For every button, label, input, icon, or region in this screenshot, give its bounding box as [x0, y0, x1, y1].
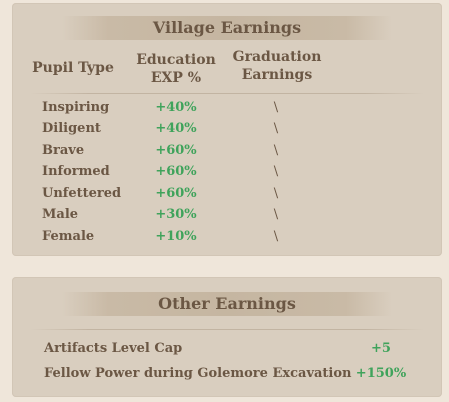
graduation-earnings-cell: \ [273, 143, 279, 158]
education-exp-cell: +40% [155, 121, 197, 136]
pupil-row-female: Female +10% \ [12, 226, 442, 247]
village-header-divider [30, 93, 424, 94]
education-exp-header-line2: EXP % [150, 70, 202, 86]
graduation-earnings-cell: \ [273, 186, 279, 201]
pupil-row-diligent: Diligent +40% \ [12, 118, 442, 139]
pupil-row-unfettered: Unfettered +60% \ [12, 183, 442, 204]
education-exp-cell: +60% [155, 186, 197, 201]
graduation-earnings-cell: \ [273, 164, 279, 179]
other-earning-label: Fellow Power during Golemore Excavation [44, 366, 352, 381]
education-exp-header-line1: Education [136, 52, 216, 68]
other-earning-value: +5 [371, 341, 391, 356]
education-exp-cell: +30% [155, 207, 197, 222]
pupil-type-cell: Inspiring [42, 100, 110, 115]
pupil-row-inspiring: Inspiring +40% \ [12, 97, 442, 118]
pupil-type-cell: Diligent [42, 121, 101, 136]
other-earning-label: Artifacts Level Cap [44, 341, 183, 356]
graduation-earnings-cell: \ [273, 100, 279, 115]
other-row-artifacts-level-cap: Artifacts Level Cap +5 [12, 338, 442, 360]
village-earnings-panel: Village Earnings Pupil Type Education EX… [12, 3, 442, 256]
education-exp-cell: +60% [155, 143, 197, 158]
graduation-earnings-cell: \ [273, 121, 279, 136]
education-exp-cell: +10% [155, 229, 197, 244]
other-header-divider [30, 329, 424, 330]
village-earnings-title: Village Earnings [62, 16, 392, 40]
graduation-earnings-header: Graduation Earnings [230, 48, 324, 84]
other-earnings-title: Other Earnings [62, 292, 392, 316]
graduation-earnings-header-line1: Graduation [232, 49, 322, 65]
pupil-type-cell: Male [42, 207, 79, 222]
other-earnings-panel: Other Earnings Artifacts Level Cap +5 Fe… [12, 277, 442, 397]
pupil-type-header: Pupil Type [32, 60, 114, 76]
pupil-row-brave: Brave +60% \ [12, 140, 442, 161]
other-row-fellow-power: Fellow Power during Golemore Excavation … [12, 363, 442, 385]
pupil-type-cell: Unfettered [42, 186, 122, 201]
pupil-row-informed: Informed +60% \ [12, 161, 442, 182]
pupil-type-cell: Informed [42, 164, 110, 179]
pupil-type-cell: Brave [42, 143, 85, 158]
education-exp-header: Education EXP % [132, 51, 220, 87]
pupil-type-cell: Female [42, 229, 95, 244]
graduation-earnings-header-line2: Earnings [241, 67, 313, 83]
education-exp-cell: +40% [155, 100, 197, 115]
pupil-row-male: Male +30% \ [12, 204, 442, 225]
education-exp-cell: +60% [155, 164, 197, 179]
graduation-earnings-cell: \ [273, 207, 279, 222]
graduation-earnings-cell: \ [273, 229, 279, 244]
other-earning-value: +150% [355, 366, 407, 381]
